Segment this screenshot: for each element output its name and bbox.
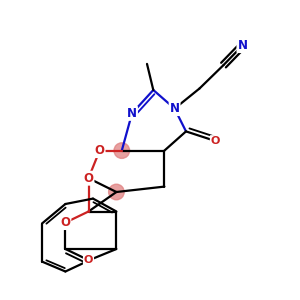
Circle shape <box>114 143 130 158</box>
Text: N: N <box>237 39 248 52</box>
Text: O: O <box>211 136 220 146</box>
Circle shape <box>109 184 124 200</box>
Text: O: O <box>84 255 93 265</box>
Text: N: N <box>169 102 180 115</box>
Text: O: O <box>83 172 94 185</box>
Text: O: O <box>94 144 105 157</box>
Text: O: O <box>60 216 70 229</box>
Text: N: N <box>127 107 137 120</box>
